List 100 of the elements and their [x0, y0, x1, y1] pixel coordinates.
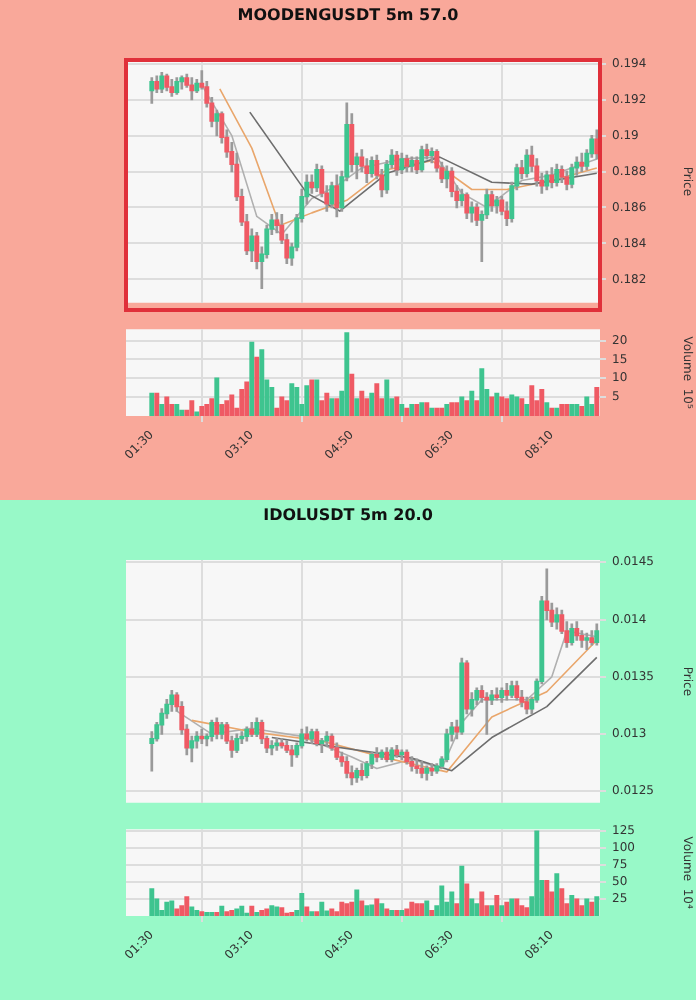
bar: [494, 895, 500, 916]
bar: [594, 387, 600, 416]
bar: [279, 907, 285, 916]
bar: [329, 908, 335, 916]
bar: [584, 898, 590, 916]
bar: [559, 404, 565, 416]
bar: [409, 404, 415, 416]
bar: [149, 392, 155, 416]
bar: [329, 398, 335, 416]
bar: [189, 906, 195, 916]
bar: [154, 392, 160, 416]
bar: [239, 905, 245, 916]
bar: [464, 400, 470, 416]
bar: [359, 390, 365, 416]
bar: [539, 388, 545, 416]
bar: [374, 898, 380, 916]
bar: [209, 398, 215, 416]
bar: [419, 402, 425, 416]
bar: [414, 903, 420, 916]
bar: [254, 356, 260, 416]
bar: [449, 891, 455, 916]
bar: [549, 407, 555, 416]
bar: [319, 400, 325, 416]
bar: [374, 383, 380, 416]
bar: [499, 396, 505, 416]
bar: [299, 892, 305, 916]
bar: [269, 387, 275, 416]
bar: [554, 873, 560, 916]
bar: [479, 368, 485, 416]
bar: [454, 402, 460, 416]
bar: [149, 888, 155, 916]
bar: [164, 396, 170, 416]
bar: [504, 398, 510, 416]
bar: [524, 907, 530, 916]
bar: [349, 373, 355, 416]
bar: [579, 905, 585, 916]
bar: [389, 909, 395, 916]
bar: [214, 377, 220, 416]
bar: [569, 404, 575, 416]
bar: [579, 405, 585, 416]
bar: [294, 387, 300, 416]
bar: [404, 407, 410, 416]
bar: [219, 404, 225, 416]
bar: [489, 396, 495, 416]
bar: [509, 394, 515, 416]
bar: [569, 895, 575, 916]
bar: [499, 905, 505, 916]
bar: [339, 901, 345, 916]
bar: [199, 405, 205, 416]
bar: [219, 905, 225, 916]
bar: [174, 908, 180, 916]
bar: [424, 900, 430, 916]
bar: [544, 402, 550, 416]
bar: [589, 901, 595, 916]
bar: [234, 908, 240, 916]
bar: [164, 901, 170, 916]
chart-title: IDOLUSDT 5m 20.0: [261, 506, 435, 524]
bar: [564, 404, 570, 416]
bar: [204, 404, 210, 416]
bar: [264, 908, 270, 916]
bar: [449, 402, 455, 416]
bar: [504, 901, 510, 916]
bar: [469, 898, 475, 916]
bar: [169, 404, 175, 416]
bar: [404, 908, 410, 916]
bar: [344, 332, 350, 416]
bar: [454, 903, 460, 916]
bar: [439, 407, 445, 416]
bar: [524, 404, 530, 416]
bar: [474, 400, 480, 416]
bar: [589, 404, 595, 416]
bar: [369, 392, 375, 416]
bar: [429, 407, 435, 416]
bar: [174, 404, 180, 416]
bar: [359, 900, 365, 916]
bar: [224, 400, 230, 416]
bar: [534, 830, 540, 916]
bar: [229, 394, 235, 416]
bar: [314, 379, 320, 416]
chart-title: MOODENGUSDT 5m 57.0: [235, 6, 461, 24]
bar: [304, 906, 310, 916]
bar: [434, 407, 440, 416]
bar: [574, 898, 580, 916]
bar: [244, 381, 250, 416]
bar: [189, 400, 195, 416]
bar: [324, 910, 330, 916]
bar: [444, 404, 450, 416]
bar: [529, 385, 535, 416]
bar: [249, 341, 255, 416]
bar: [574, 404, 580, 416]
bar: [509, 898, 515, 916]
bar: [334, 398, 340, 416]
bar: [289, 383, 295, 416]
bar: [259, 349, 265, 416]
bar: [364, 398, 370, 416]
bar: [279, 396, 285, 416]
bar: [384, 379, 390, 416]
bar: [514, 396, 520, 416]
bar: [309, 379, 315, 416]
bar: [354, 398, 360, 416]
